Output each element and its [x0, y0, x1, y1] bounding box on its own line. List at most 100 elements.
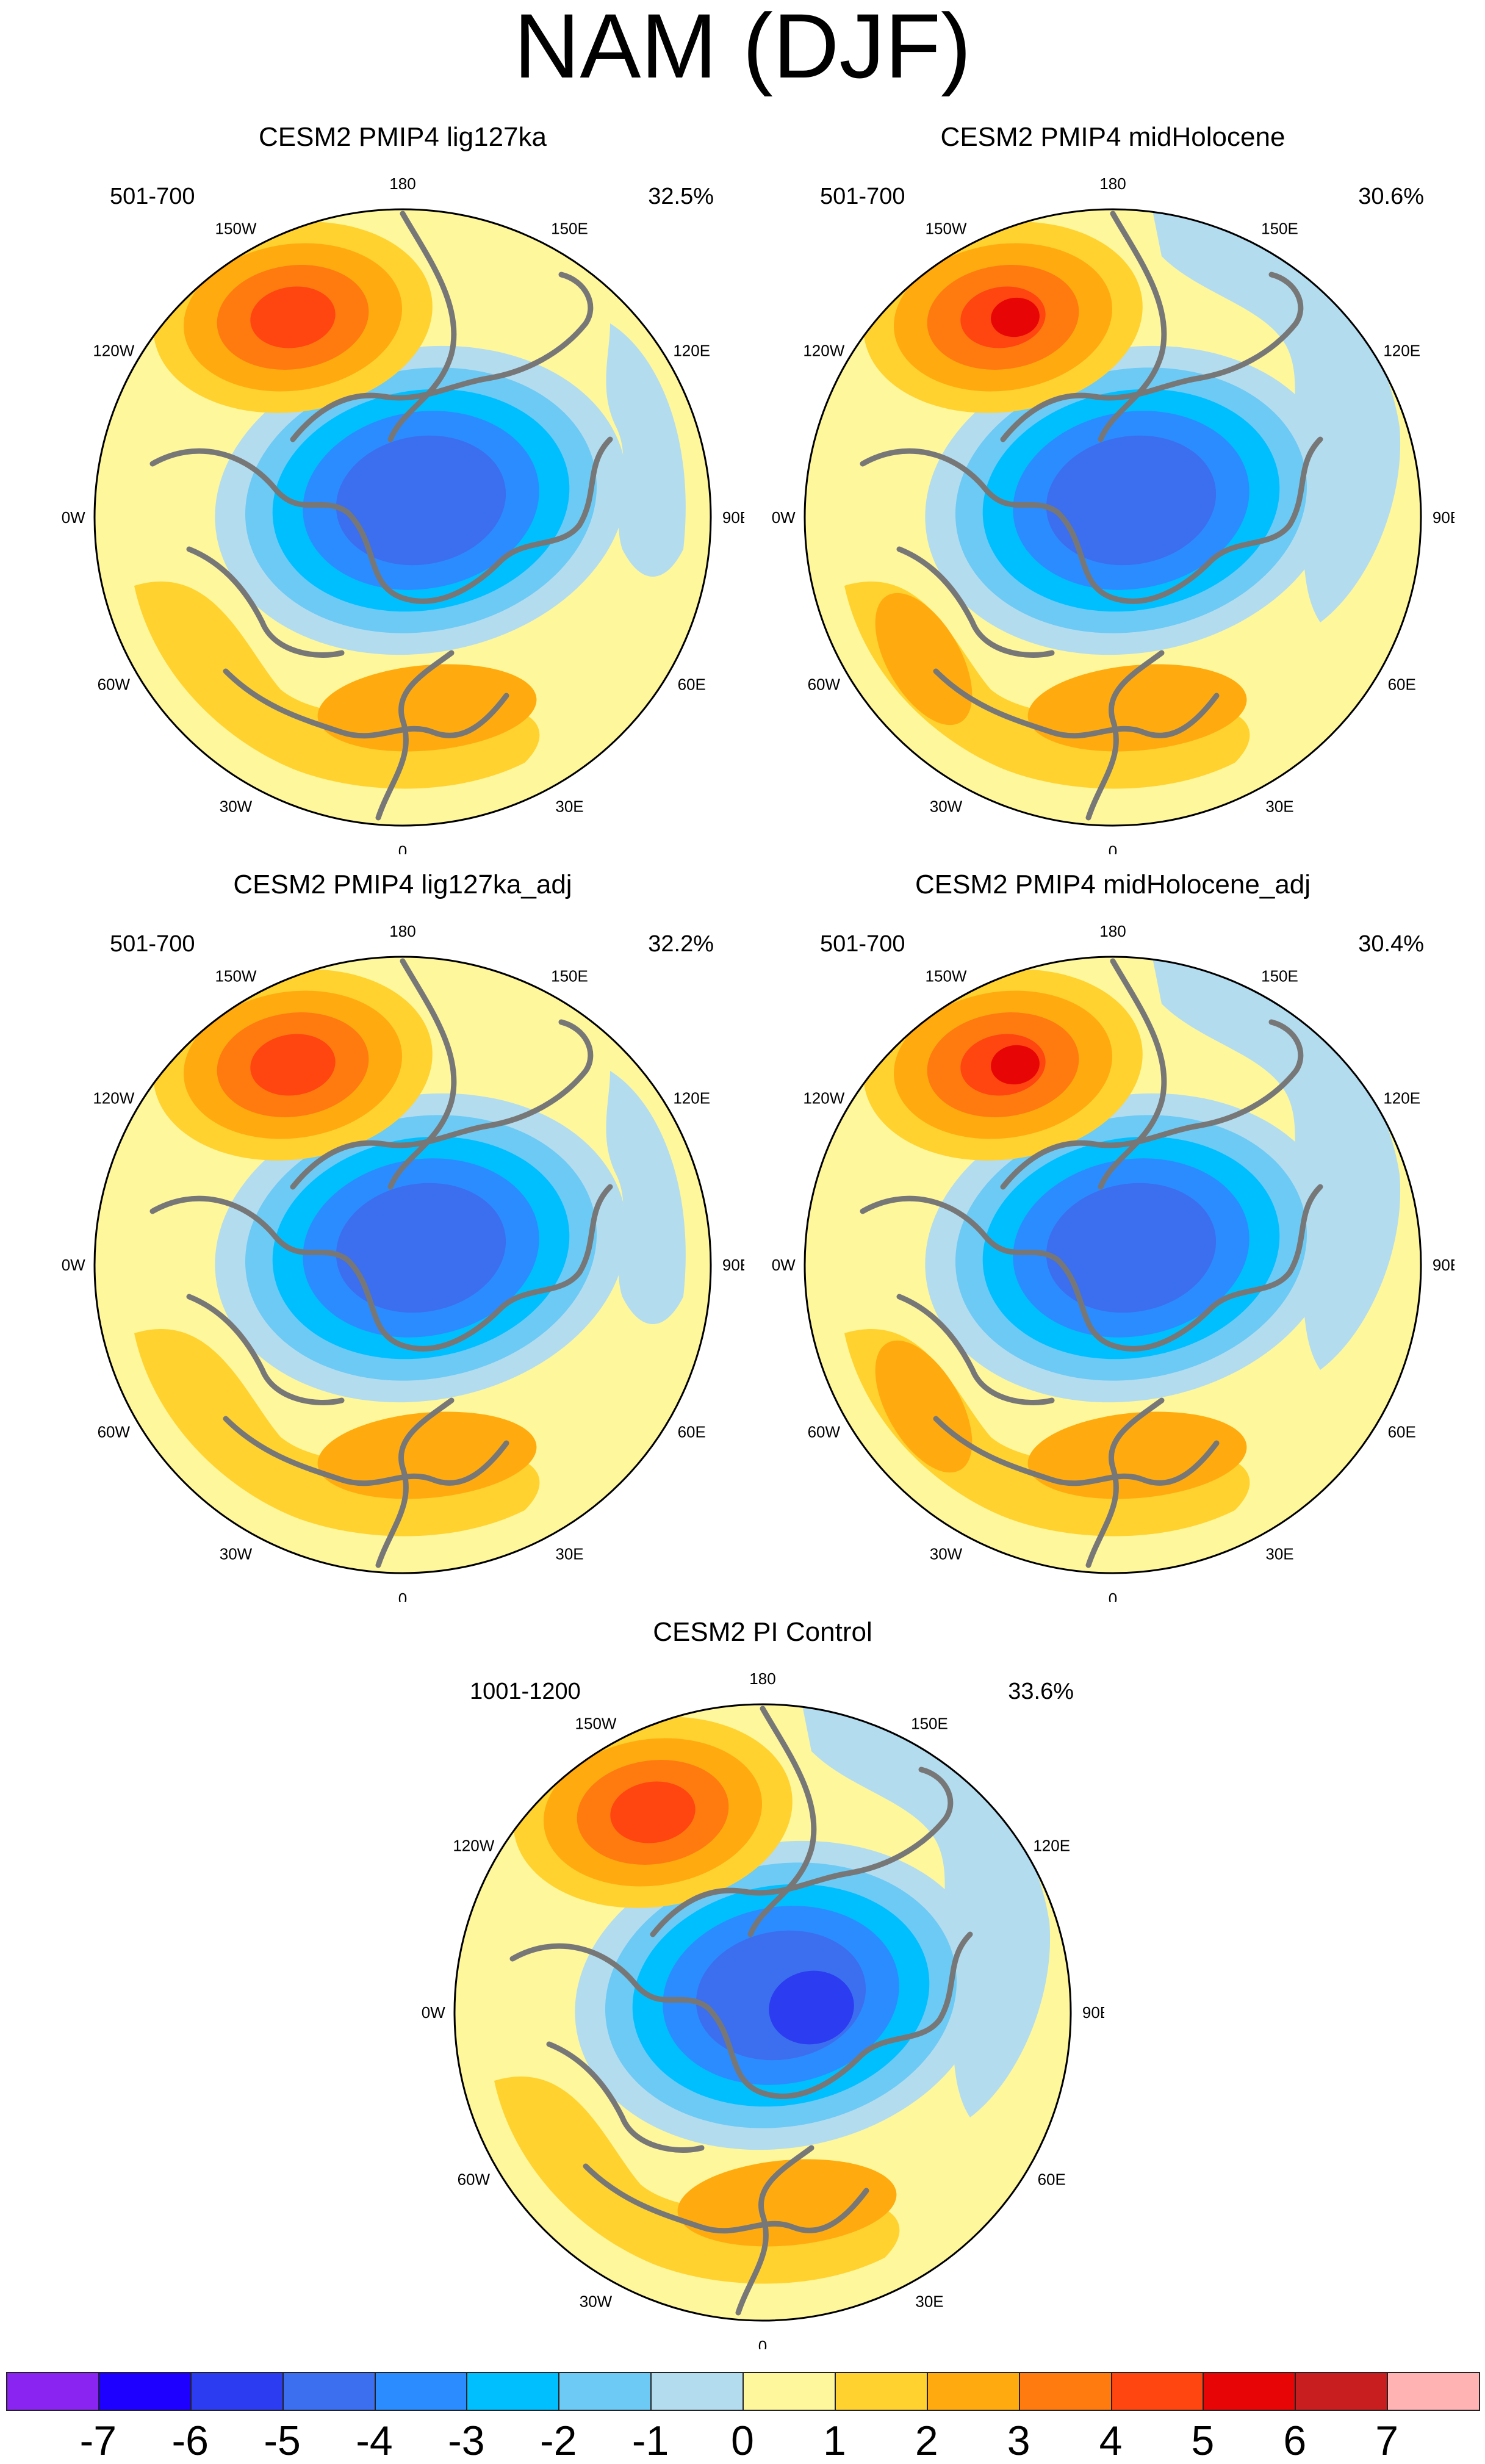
- coastline: [1098, 958, 1167, 1190]
- map-panel-lig127ka: CESM2 PMIP4 lig127ka 501-700 32.5% 180 15…: [61, 122, 744, 854]
- polar-map: 180 150E 120E 90E 60E 30E 0 30W 60W 90W 120W 150W: [61, 922, 744, 1602]
- colorbar-tick-label: 2: [915, 2418, 938, 2464]
- panel-variance-percent: 30.6%: [1358, 184, 1424, 209]
- longitude-label: 30E: [555, 798, 583, 816]
- colorbar-tick-label: -6: [171, 2418, 209, 2464]
- colorbar-tick-label: 3: [1007, 2418, 1030, 2464]
- colorbar-swatch: [190, 2372, 284, 2411]
- panel-variance-percent: 32.5%: [648, 184, 714, 209]
- coastline: [290, 272, 594, 442]
- longitude-label: 60W: [808, 675, 841, 694]
- longitude-label: 30W: [930, 1545, 963, 1563]
- pacific-positive-contour: [250, 286, 336, 348]
- colorbar-tick-label: 7: [1375, 2418, 1399, 2464]
- panel-variance-percent: 33.6%: [1008, 1679, 1074, 1704]
- longitude-label: 180: [389, 175, 415, 193]
- map-panel-lig127ka-adj: CESM2 PMIP4 lig127ka_adj 501-700 32.2% 1…: [61, 870, 744, 1602]
- coastline: [375, 1397, 455, 1568]
- longitude-label: 60E: [1038, 2170, 1066, 2189]
- coastline: [896, 1294, 1055, 1405]
- map-field: [95, 209, 711, 826]
- longitude-label: 150W: [926, 219, 967, 237]
- longitude-label: 0: [758, 2337, 767, 2349]
- longitude-label: 30W: [220, 798, 253, 816]
- coastline: [1000, 1019, 1304, 1190]
- longitude-label: 60W: [98, 675, 131, 694]
- longitude-label: 150E: [551, 219, 588, 237]
- longitude-label: 90E: [1433, 1256, 1454, 1274]
- polar-map: 180 150E 120E 90E 60E 30E 0 30W 60W 90W 120W 150W: [771, 175, 1454, 854]
- longitude-label: 60E: [1388, 1423, 1416, 1441]
- panel-title: CESM2 PMIP4 lig127ka: [259, 122, 547, 152]
- longitude-label: 90W: [61, 1256, 85, 1274]
- figure-title: NAM (DJF): [514, 0, 971, 97]
- colorbar-tick-label: 1: [822, 2418, 846, 2464]
- map-panel-midholocene: CESM2 PMIP4 midHolocene 501-700 30.6% 18…: [771, 122, 1454, 854]
- coastline: [896, 546, 1055, 658]
- coastline: [223, 1416, 509, 1486]
- map-field: [455, 1704, 1071, 2321]
- longitude-label: 150E: [1261, 967, 1298, 985]
- longitude-label: 90W: [421, 2003, 445, 2022]
- longitude-label: 120E: [673, 342, 710, 360]
- arctic-negative-contour: [336, 1183, 506, 1313]
- longitude-label: 150E: [911, 1714, 948, 1732]
- colorbar-tick-label: -3: [448, 2418, 485, 2464]
- coastline: [860, 1184, 1323, 1352]
- longitude-label: 30E: [1265, 798, 1293, 816]
- atlantic-positive-contour: [875, 593, 973, 726]
- arctic-negative-contour: [1046, 1183, 1217, 1313]
- coastline: [747, 1706, 817, 1937]
- polar-map: 180 150E 120E 90E 60E 30E 0 30W 60W 90W 120W 150W: [421, 1670, 1104, 2349]
- colorbar-tick-label: -5: [264, 2418, 301, 2464]
- longitude-label: 150E: [551, 967, 588, 985]
- coastline: [149, 436, 613, 604]
- colorbar-swatch: [6, 2372, 99, 2411]
- arctic-negative-contour: [769, 1970, 854, 2045]
- colorbar-tick-label: 4: [1099, 2418, 1123, 2464]
- coastline: [583, 2163, 869, 2234]
- map-field: [805, 957, 1421, 1573]
- pacific-positive-contour: [610, 1781, 696, 1843]
- coastline: [509, 1931, 973, 2099]
- panel-period: 1001-1200: [470, 1679, 581, 1704]
- colorbar-swatch: [374, 2372, 468, 2411]
- longitude-label: 60W: [808, 1423, 841, 1441]
- coastline: [860, 436, 1323, 604]
- atlantic-positive-contour: [677, 2159, 897, 2247]
- panel-period: 501-700: [820, 931, 905, 957]
- longitude-label: 30E: [555, 1545, 583, 1563]
- negative-anomaly-region: [606, 323, 686, 577]
- colorbar-swatch: [282, 2372, 376, 2411]
- pacific-positive-contour: [991, 297, 1040, 337]
- longitude-label: 60W: [98, 1423, 131, 1441]
- longitude-label: 90E: [722, 508, 744, 527]
- negative-anomaly-region: [606, 1071, 686, 1324]
- colorbar-swatch: [650, 2372, 744, 2411]
- map-border: [804, 956, 1422, 1574]
- coastline: [1000, 272, 1304, 442]
- longitude-label: 120E: [673, 1089, 710, 1108]
- longitude-label: 120W: [93, 342, 134, 360]
- longitude-label: 180: [749, 1670, 775, 1688]
- longitude-label: 150E: [1261, 219, 1298, 237]
- colorbar-swatch: [466, 2372, 560, 2411]
- panel-title: CESM2 PMIP4 midHolocene_adj: [915, 870, 1311, 899]
- longitude-label: 120E: [1383, 1089, 1420, 1108]
- longitude-label: 150W: [215, 219, 257, 237]
- colorbar-tick-label: -2: [540, 2418, 577, 2464]
- longitude-label: 0: [398, 1590, 407, 1602]
- longitude-label: 120E: [1383, 342, 1420, 360]
- map-border: [93, 208, 712, 827]
- longitude-label: 120W: [93, 1089, 134, 1108]
- atlantic-positive-contour: [317, 664, 537, 752]
- map-field: [805, 209, 1421, 826]
- colorbar-swatch: [743, 2372, 836, 2411]
- arctic-negative-contour: [336, 435, 506, 566]
- coastline: [1085, 1397, 1165, 1568]
- arctic-negative-contour: [1046, 435, 1217, 566]
- panel-period: 501-700: [110, 931, 195, 957]
- longitude-label: 90W: [61, 508, 85, 527]
- coastline: [375, 650, 455, 821]
- map-border: [93, 956, 712, 1574]
